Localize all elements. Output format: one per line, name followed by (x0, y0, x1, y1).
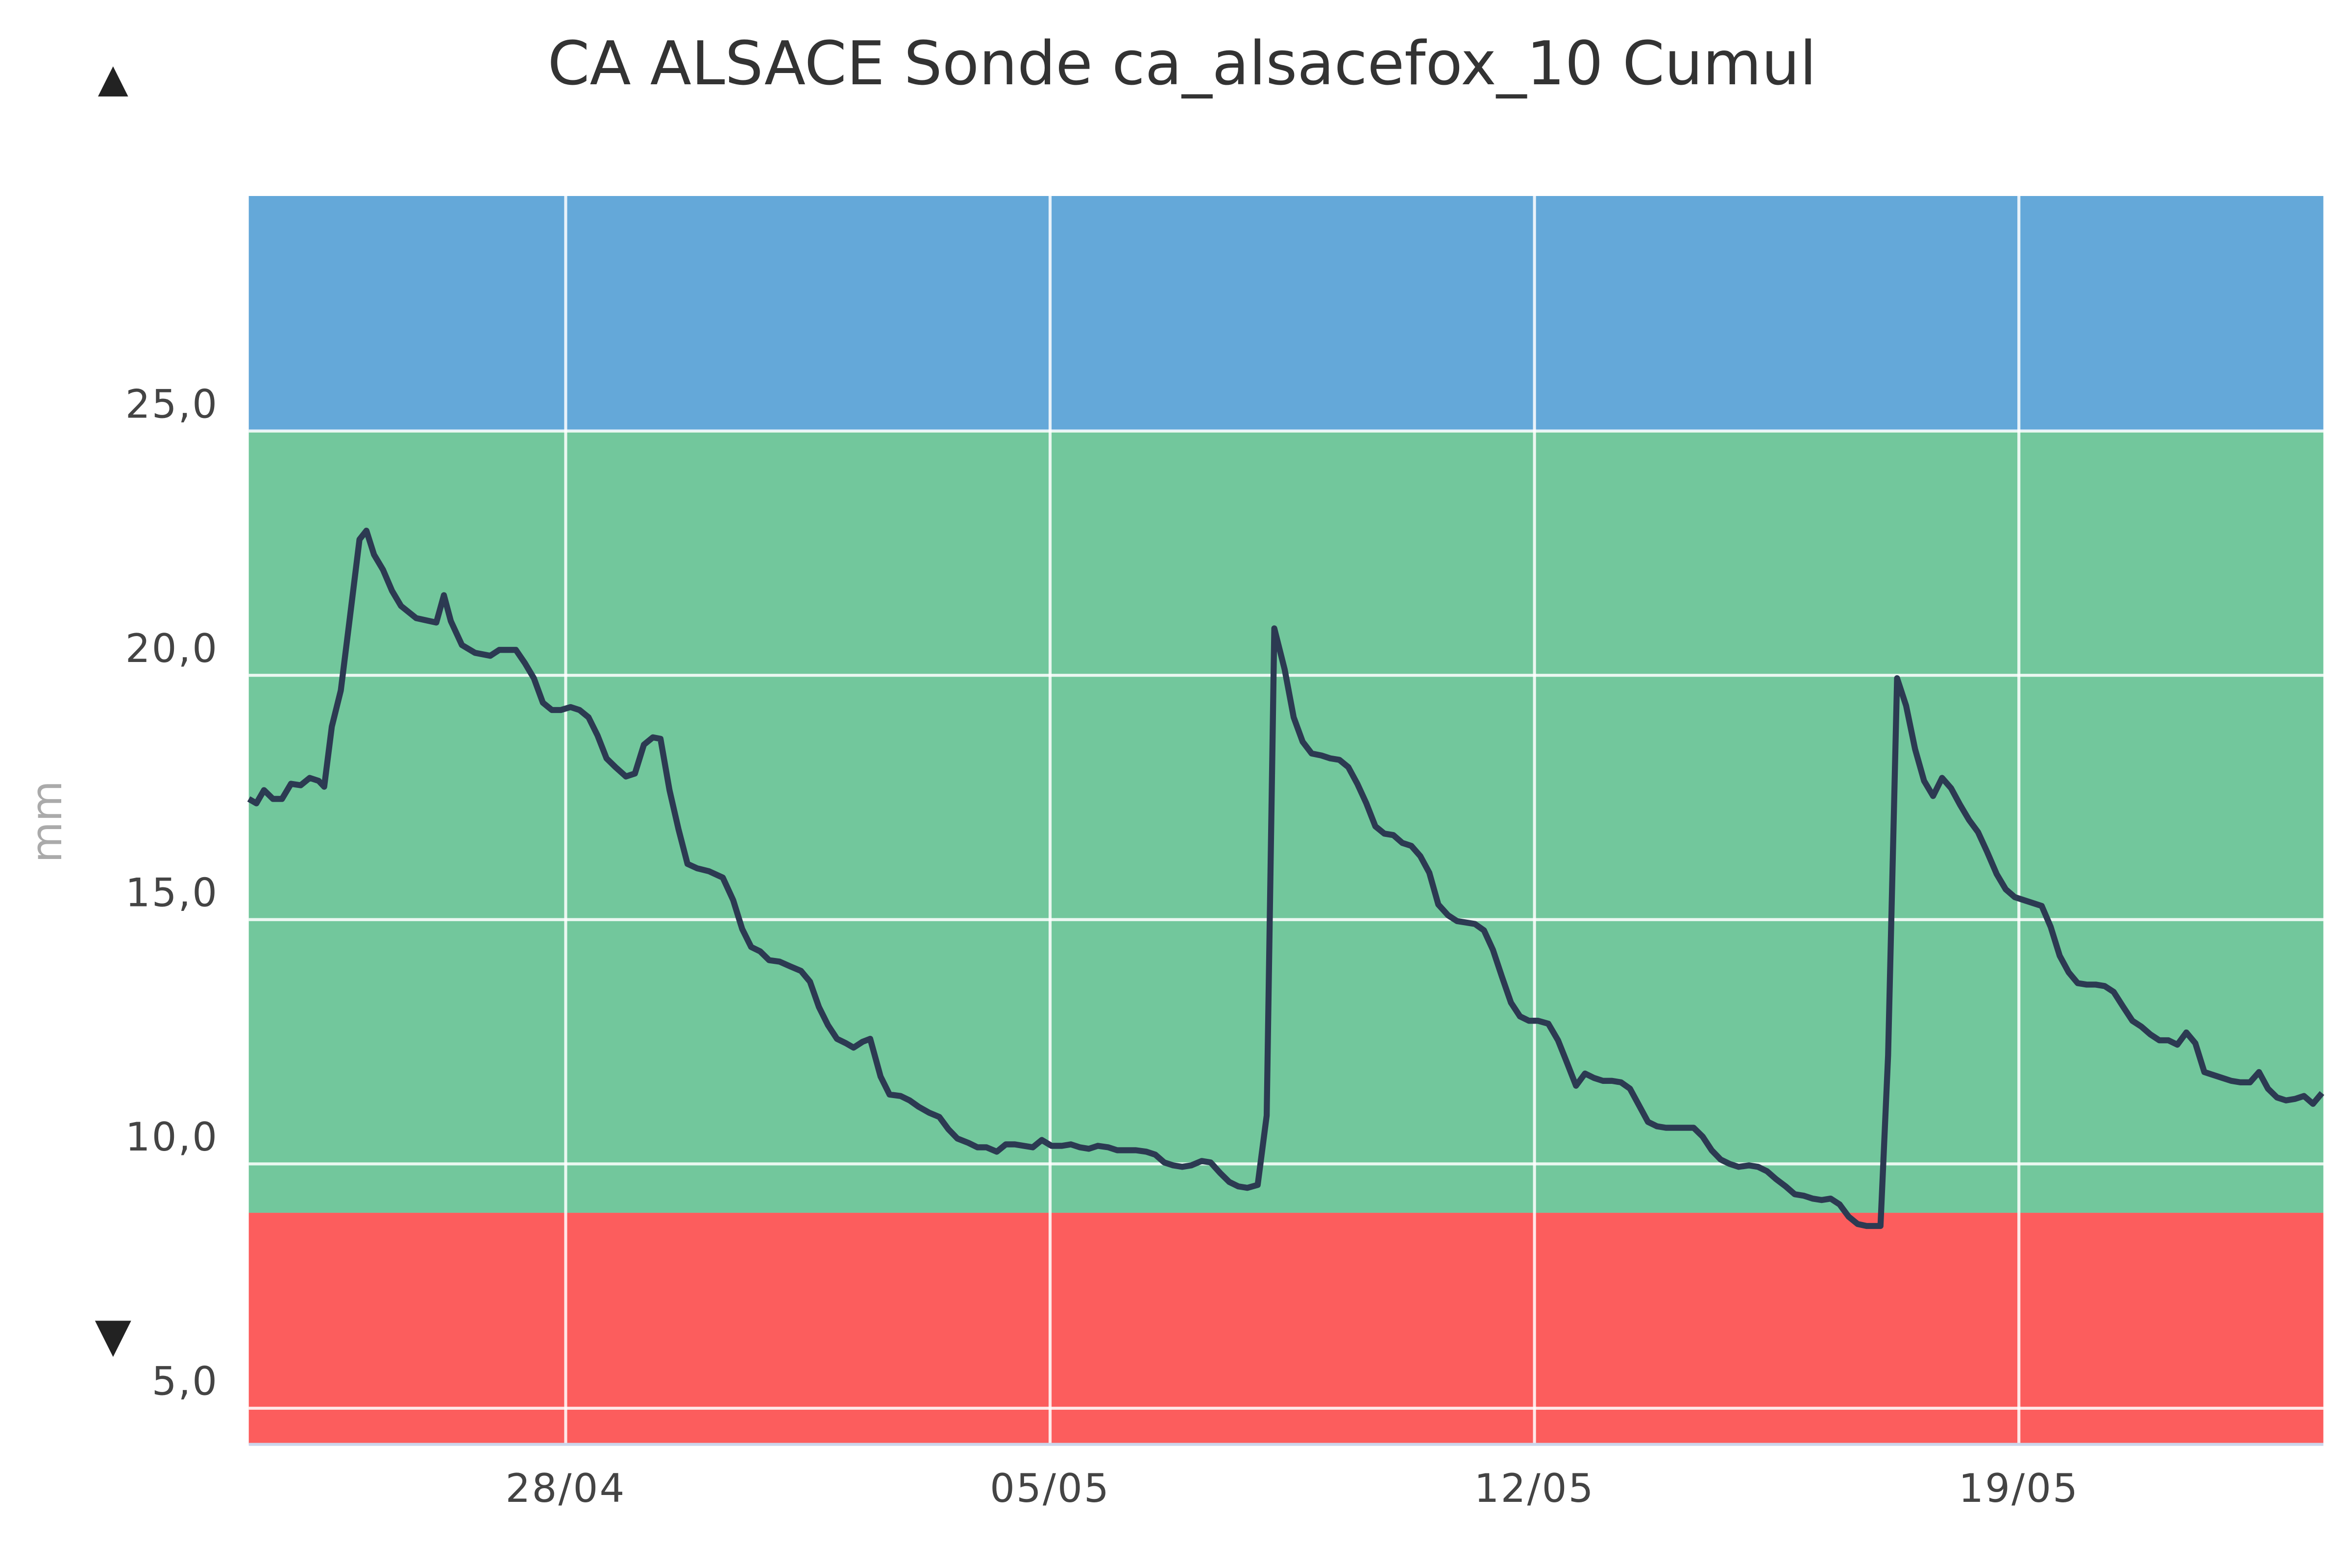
y-tick-label: 5,0 (152, 1359, 219, 1404)
x-tick-label: 12/05 (1474, 1466, 1595, 1511)
y-tick-label: 25,0 (125, 381, 219, 427)
x-tick-label: 28/04 (506, 1466, 626, 1511)
x-tick-label: 19/05 (1959, 1466, 2079, 1511)
threshold-band (248, 431, 2324, 1213)
scroll-up-button[interactable] (98, 66, 128, 97)
y-axis-label: mm (23, 781, 72, 863)
threshold-band (248, 1213, 2324, 1445)
scroll-down-button[interactable] (95, 1321, 131, 1357)
x-tick-label: 05/05 (990, 1466, 1110, 1511)
chart-title: CA ALSACE Sonde ca_alsacefox_10 Cumul (548, 29, 1817, 99)
y-tick-label: 10,0 (125, 1114, 219, 1160)
data-line (247, 527, 2325, 1229)
threshold-band (248, 196, 2324, 431)
y-tick-label: 20,0 (125, 626, 219, 671)
y-tick-label: 15,0 (125, 870, 219, 916)
